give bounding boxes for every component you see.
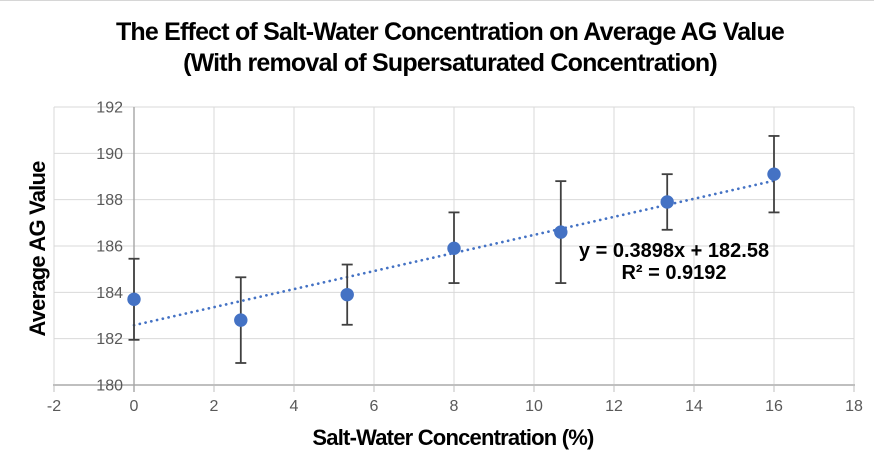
x-tick-label: 18 [845, 398, 863, 415]
x-tick-label: 2 [210, 398, 219, 415]
x-tick-label: 0 [130, 398, 139, 415]
y-tick-label: 192 [96, 100, 123, 117]
chart-title-line1: The Effect of Salt-Water Concentration o… [115, 18, 785, 46]
trendline-label: y = 0.3898x + 182.58 R² = 0.9192 [549, 240, 799, 284]
y-tick-label: 186 [96, 239, 123, 256]
x-tick-label: 10 [525, 398, 543, 415]
trendline-r-squared: R² = 0.9192 [621, 262, 727, 284]
chart-title-line2: (With removal of Supersaturated Concentr… [183, 49, 718, 77]
x-tick-label: 12 [605, 398, 623, 415]
x-tick-label: 14 [685, 398, 703, 415]
data-point-marker [554, 225, 568, 239]
window-top-divider [0, 0, 874, 1]
y-axis-title: Average AG Value [25, 161, 50, 337]
data-point-marker [767, 167, 781, 181]
data-point-marker [340, 287, 354, 302]
y-tick-label: 190 [96, 146, 123, 163]
x-axis-title: Salt-Water Concentration (%) [312, 425, 594, 450]
y-tick-label: 188 [96, 192, 123, 209]
data-point-marker [127, 292, 141, 306]
x-tick-label: 6 [370, 398, 379, 415]
trendline-equation: y = 0.3898x + 182.58 [578, 240, 770, 262]
chart-title: The Effect of Salt-Water Concentration o… [26, 17, 874, 79]
y-tick-label: 184 [96, 285, 123, 302]
data-point-marker [447, 241, 461, 256]
y-tick-label: 180 [96, 378, 123, 395]
x-tick-label: 4 [290, 398, 299, 415]
data-point-marker [234, 313, 248, 327]
x-tick-label: 16 [765, 398, 783, 415]
x-tick-label: -2 [47, 398, 61, 415]
data-point-marker [660, 195, 674, 209]
x-tick-label: 8 [450, 398, 459, 415]
y-tick-label: 182 [96, 331, 123, 348]
